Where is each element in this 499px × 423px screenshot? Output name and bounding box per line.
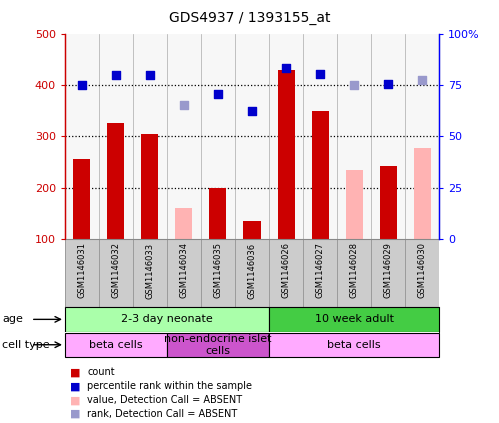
Text: GSM1146035: GSM1146035: [214, 242, 223, 298]
Bar: [133, 34, 167, 239]
Bar: [65, 307, 269, 332]
Text: 2-3 day neonate: 2-3 day neonate: [121, 314, 213, 324]
Bar: [73, 159, 90, 239]
Point: [282, 65, 290, 71]
Text: GSM1146030: GSM1146030: [418, 242, 427, 298]
Bar: [380, 166, 397, 239]
Point: [316, 71, 324, 77]
Text: percentile rank within the sample: percentile rank within the sample: [87, 381, 252, 391]
Text: cell type: cell type: [2, 340, 50, 350]
Text: rank, Detection Call = ABSENT: rank, Detection Call = ABSENT: [87, 409, 238, 419]
Point: [418, 77, 426, 83]
Text: GSM1146028: GSM1146028: [350, 242, 359, 298]
Bar: [269, 332, 439, 357]
Text: GSM1146026: GSM1146026: [281, 242, 290, 298]
Bar: [405, 34, 439, 239]
Text: value, Detection Call = ABSENT: value, Detection Call = ABSENT: [87, 395, 243, 405]
Text: count: count: [87, 367, 115, 377]
Text: GSM1146033: GSM1146033: [145, 242, 154, 299]
Bar: [303, 34, 337, 239]
Bar: [167, 332, 269, 357]
Bar: [269, 34, 303, 239]
Bar: [311, 111, 328, 239]
Bar: [107, 123, 124, 239]
Text: beta cells: beta cells: [327, 340, 381, 350]
Text: ■: ■: [70, 367, 80, 377]
Text: GDS4937 / 1393155_at: GDS4937 / 1393155_at: [169, 11, 330, 25]
Text: ■: ■: [70, 381, 80, 391]
Text: non-endocrine islet
cells: non-endocrine islet cells: [164, 334, 272, 356]
Bar: [269, 307, 439, 332]
Point: [180, 101, 188, 108]
Bar: [371, 34, 405, 239]
Text: GSM1146029: GSM1146029: [384, 242, 393, 298]
Text: age: age: [2, 314, 23, 324]
Bar: [99, 34, 133, 239]
Bar: [277, 70, 294, 239]
Text: GSM1146032: GSM1146032: [111, 242, 120, 298]
Bar: [244, 221, 260, 239]
Text: 10 week adult: 10 week adult: [314, 314, 394, 324]
Bar: [337, 34, 371, 239]
Text: GSM1146036: GSM1146036: [248, 242, 256, 299]
Bar: [210, 188, 227, 239]
Text: GSM1146027: GSM1146027: [315, 242, 324, 298]
Bar: [141, 134, 158, 239]
Text: GSM1146034: GSM1146034: [180, 242, 189, 298]
Point: [248, 107, 256, 114]
Text: ■: ■: [70, 409, 80, 419]
Bar: [414, 148, 431, 239]
Bar: [176, 208, 193, 239]
Point: [350, 82, 358, 88]
Text: beta cells: beta cells: [89, 340, 143, 350]
Bar: [167, 34, 201, 239]
Point: [146, 71, 154, 78]
Bar: [201, 34, 235, 239]
Text: ■: ■: [70, 395, 80, 405]
Point: [78, 82, 86, 88]
Bar: [65, 332, 167, 357]
Point: [214, 91, 222, 97]
Bar: [345, 170, 363, 239]
Bar: [65, 34, 99, 239]
Bar: [235, 34, 269, 239]
Point: [384, 81, 392, 88]
Text: GSM1146031: GSM1146031: [77, 242, 86, 298]
Point: [112, 71, 120, 78]
